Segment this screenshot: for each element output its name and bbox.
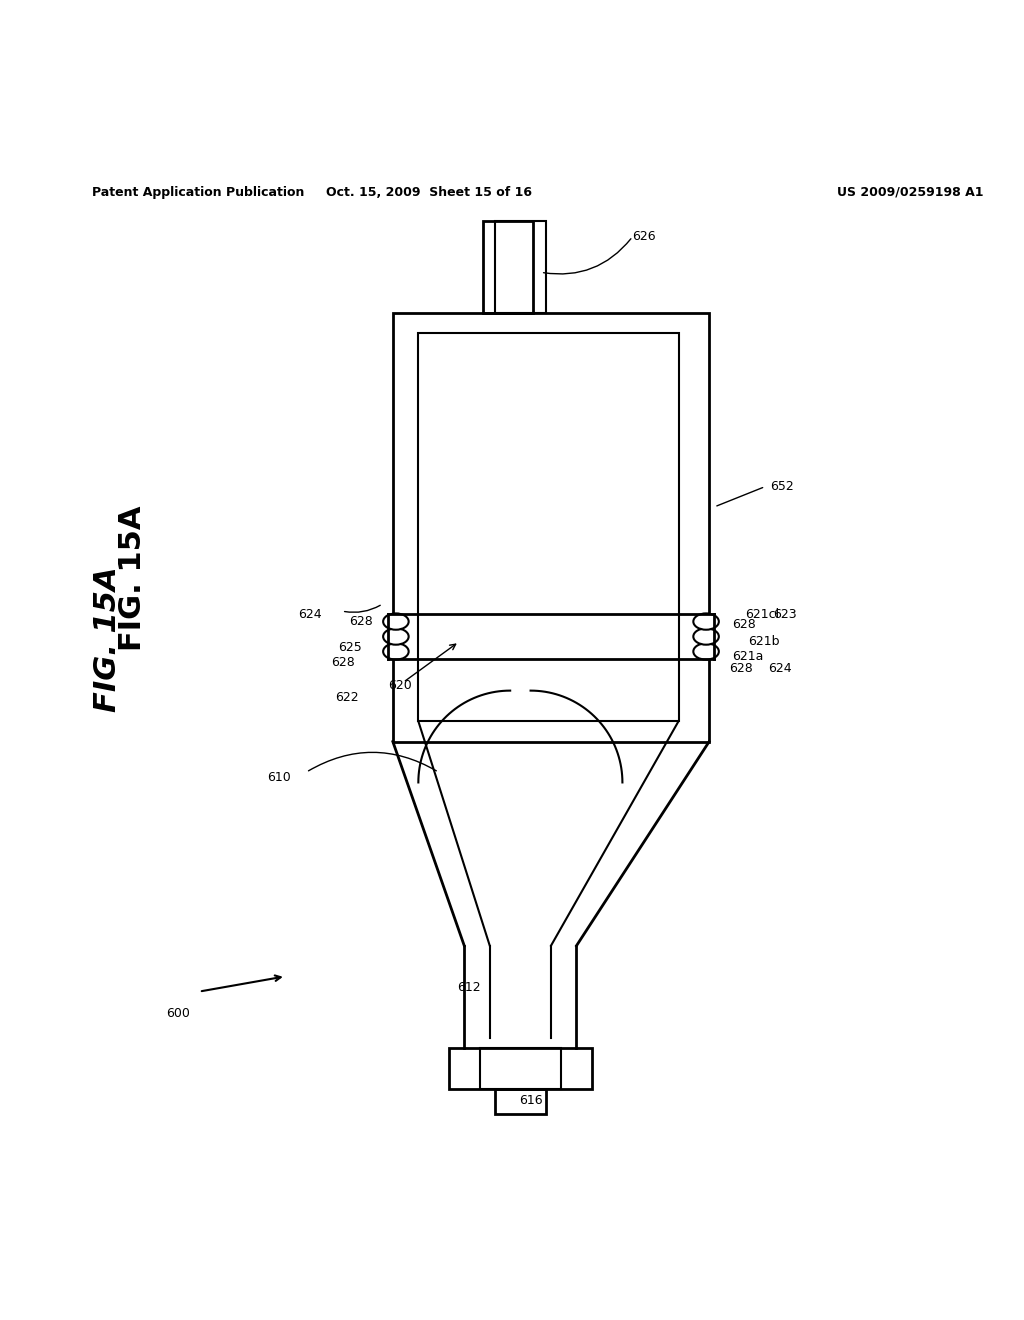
Text: 623: 623 (773, 607, 797, 620)
Text: FIG. 15A: FIG. 15A (92, 566, 122, 713)
Text: US 2009/0259198 A1: US 2009/0259198 A1 (837, 186, 983, 198)
Text: 612: 612 (458, 981, 481, 994)
Text: 628: 628 (349, 615, 373, 628)
Ellipse shape (693, 643, 719, 660)
Text: 610: 610 (267, 771, 291, 784)
Ellipse shape (693, 614, 719, 630)
Text: 616: 616 (519, 1094, 543, 1106)
Text: 625: 625 (339, 642, 362, 655)
Text: 624: 624 (768, 661, 792, 675)
Text: 600: 600 (167, 1007, 190, 1020)
Text: 626: 626 (633, 230, 656, 243)
Text: 628: 628 (732, 618, 757, 631)
Ellipse shape (693, 628, 719, 644)
Text: 621a: 621a (732, 651, 764, 664)
Text: 622: 622 (336, 692, 359, 705)
Text: 628: 628 (729, 661, 754, 675)
Text: Oct. 15, 2009  Sheet 15 of 16: Oct. 15, 2009 Sheet 15 of 16 (326, 186, 531, 198)
Bar (482, 222, 532, 313)
Ellipse shape (383, 643, 409, 660)
Bar (495, 222, 546, 313)
Bar (393, 313, 710, 742)
Text: Patent Application Publication: Patent Application Publication (92, 186, 304, 198)
Text: 621cl: 621cl (744, 607, 779, 620)
Text: 621b: 621b (748, 635, 779, 648)
Bar (419, 334, 679, 721)
Text: FIG. 15A: FIG. 15A (118, 506, 147, 651)
Bar (479, 1048, 561, 1089)
Bar (449, 1048, 592, 1089)
Text: 652: 652 (770, 480, 795, 494)
Ellipse shape (383, 614, 409, 630)
Text: 628: 628 (332, 656, 355, 668)
Text: 620: 620 (388, 678, 412, 692)
Ellipse shape (383, 628, 409, 644)
Text: 624: 624 (298, 607, 322, 620)
Bar (495, 1089, 546, 1114)
